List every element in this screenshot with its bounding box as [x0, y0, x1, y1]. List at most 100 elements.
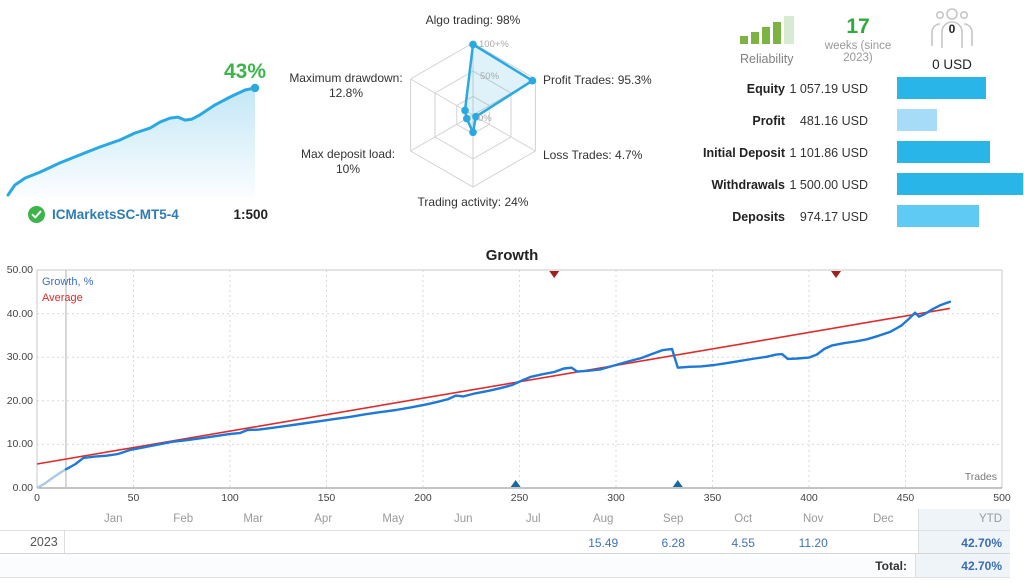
weeks-label: weeks (since 2023)	[824, 40, 892, 64]
finance-bar	[897, 141, 990, 163]
year-2023-row: 2023 15.49 6.28 4.55 11.20 42.70%	[0, 530, 1010, 554]
deposit-marker	[510, 480, 521, 487]
month-value-nov: 11.20	[798, 536, 828, 550]
radar-label-maximum-drawdown: Maximum drawdown: 12.8%	[289, 71, 403, 100]
radar-ring-0: 0%	[478, 113, 492, 124]
x-tick: 500	[993, 492, 1011, 504]
withdrawal-marker	[549, 271, 560, 278]
radar-point-5	[461, 106, 469, 115]
reliability-label: Reliability	[740, 52, 794, 66]
finance-summary: Equity 1 057.19 USD Profit 481.16 USD Initia…	[660, 74, 1024, 234]
trading-metrics-radar: Algo trading: 98% Profit Trades: 95.3% L…	[289, 0, 695, 235]
finance-row-equity: Equity 1 057.19 USD	[660, 74, 1024, 106]
verified-check-icon	[28, 206, 45, 223]
month-header-mar: Mar	[243, 513, 264, 525]
account-row: ICMarketsSC-MT5-4 1:500	[28, 205, 268, 227]
month-value-may	[358, 531, 428, 553]
account-name-link[interactable]: ICMarketsSC-MT5-4	[52, 207, 179, 222]
month-header-aug: Aug	[592, 513, 614, 525]
x-tick: 200	[414, 492, 432, 504]
finance-bar	[897, 109, 937, 131]
weeks-block: 17 weeks (since 2023)	[812, 14, 904, 64]
finance-value: 1 057.19 USD	[789, 82, 868, 96]
x-tick: 100	[221, 492, 239, 504]
legend-growth: Growth, %	[42, 276, 94, 288]
month-value-jan	[78, 531, 148, 553]
radar-ring-50: 50%	[480, 71, 500, 82]
month-header-jan: Jan	[103, 513, 123, 525]
reliability-block: Reliability	[740, 14, 820, 66]
monthly-results-table: Jan Feb Mar Apr May Jun Jul Aug Sep Oct Nov Dec YTD…	[0, 509, 1011, 578]
radar-point-1	[528, 76, 537, 85]
radar-point-3	[469, 128, 477, 137]
y-tick: 50.00	[6, 264, 33, 276]
finance-label: Initial Deposit	[703, 146, 785, 160]
sparkline-end-dot	[250, 83, 260, 93]
radar-label-trading-activity: Trading activity: 24%	[417, 195, 529, 209]
total-row: Total: 42.70%	[0, 554, 1010, 578]
finance-row-profit: Profit 481.16 USD	[660, 106, 1024, 138]
finance-label: Equity	[746, 82, 785, 96]
ytd-header: YTD	[918, 509, 1011, 530]
subscribers-block: 0 0 USD	[920, 6, 984, 72]
weeks-value: 17	[846, 15, 870, 38]
month-value-jul	[498, 531, 568, 553]
month-value-aug: 15.49	[588, 536, 619, 550]
month-header-feb: Feb	[173, 513, 194, 525]
ytd-value: 42.70%	[918, 531, 1010, 553]
finance-bar	[897, 205, 979, 227]
x-tick: 250	[510, 492, 529, 504]
reliability-bars-icon	[740, 16, 794, 44]
x-tick: 350	[703, 492, 722, 504]
year-label: 2023	[0, 531, 65, 553]
month-header-apr: Apr	[314, 513, 333, 525]
x-tick: 150	[317, 492, 336, 504]
month-value-oct: 4.55	[731, 536, 755, 550]
total-value: 42.70%	[915, 554, 1010, 577]
finance-row-withdrawals: Withdrawals 1 500.00 USD	[660, 170, 1024, 202]
month-value-sep: 6.28	[661, 536, 685, 550]
y-tick: 0.00	[12, 482, 33, 494]
month-header-jul: Jul	[525, 513, 541, 525]
x-tick: 400	[800, 492, 818, 504]
radar-label-loss-trades: Loss Trades: 4.7%	[543, 148, 643, 162]
month-header-dec: Dec	[872, 513, 894, 525]
radar-label-max-deposit-load: Max deposit load: 10%	[300, 147, 396, 176]
month-header-jun: Jun	[453, 513, 473, 525]
finance-bar	[897, 77, 986, 99]
month-value-mar	[218, 531, 288, 553]
x-tick: 300	[607, 492, 625, 504]
y-tick: 40.00	[6, 307, 33, 320]
month-header-sep: Sep	[662, 513, 684, 525]
radar-label-algo-trading: Algo trading: 98%	[425, 13, 521, 27]
finance-bar	[897, 173, 1023, 195]
month-header-oct: Oct	[734, 513, 753, 525]
y-tick: 10.00	[6, 438, 33, 451]
month-header-row: Jan Feb Mar Apr May Jun Jul Aug Sep Oct Nov Dec YTD	[0, 509, 1011, 530]
growth-chart-plot	[36, 269, 1003, 490]
y-tick: 20.00	[6, 394, 33, 407]
account-leverage: 1:500	[233, 207, 268, 222]
x-axis-label: Trades	[964, 471, 997, 483]
finance-label: Withdrawals	[711, 178, 785, 192]
year-header-spacer	[0, 509, 65, 530]
finance-row-deposits: Deposits 974.17 USD	[660, 202, 1024, 234]
finance-value: 481.16 USD	[799, 114, 868, 128]
x-tick: 50	[127, 492, 140, 504]
finance-row-initial-deposit: Initial Deposit 1 101.86 USD	[660, 138, 1024, 170]
subscribers-funds: 0 USD	[932, 57, 972, 72]
month-value-dec	[848, 531, 918, 553]
radar-label-profit-trades: Profit Trades: 95.3%	[543, 73, 652, 87]
radar-ring-100: 100+%	[479, 39, 509, 50]
finance-label: Profit	[752, 114, 785, 128]
finance-value: 974.17 USD	[799, 210, 868, 224]
withdrawal-marker	[831, 271, 842, 278]
total-label: Total:	[875, 559, 907, 573]
month-value-jun	[428, 531, 498, 553]
month-header-may: May	[382, 513, 405, 525]
radar-chart	[410, 40, 537, 188]
subscribers-icon	[931, 8, 973, 48]
growth-chart-title: Growth	[485, 247, 539, 264]
month-value-feb	[148, 531, 218, 553]
